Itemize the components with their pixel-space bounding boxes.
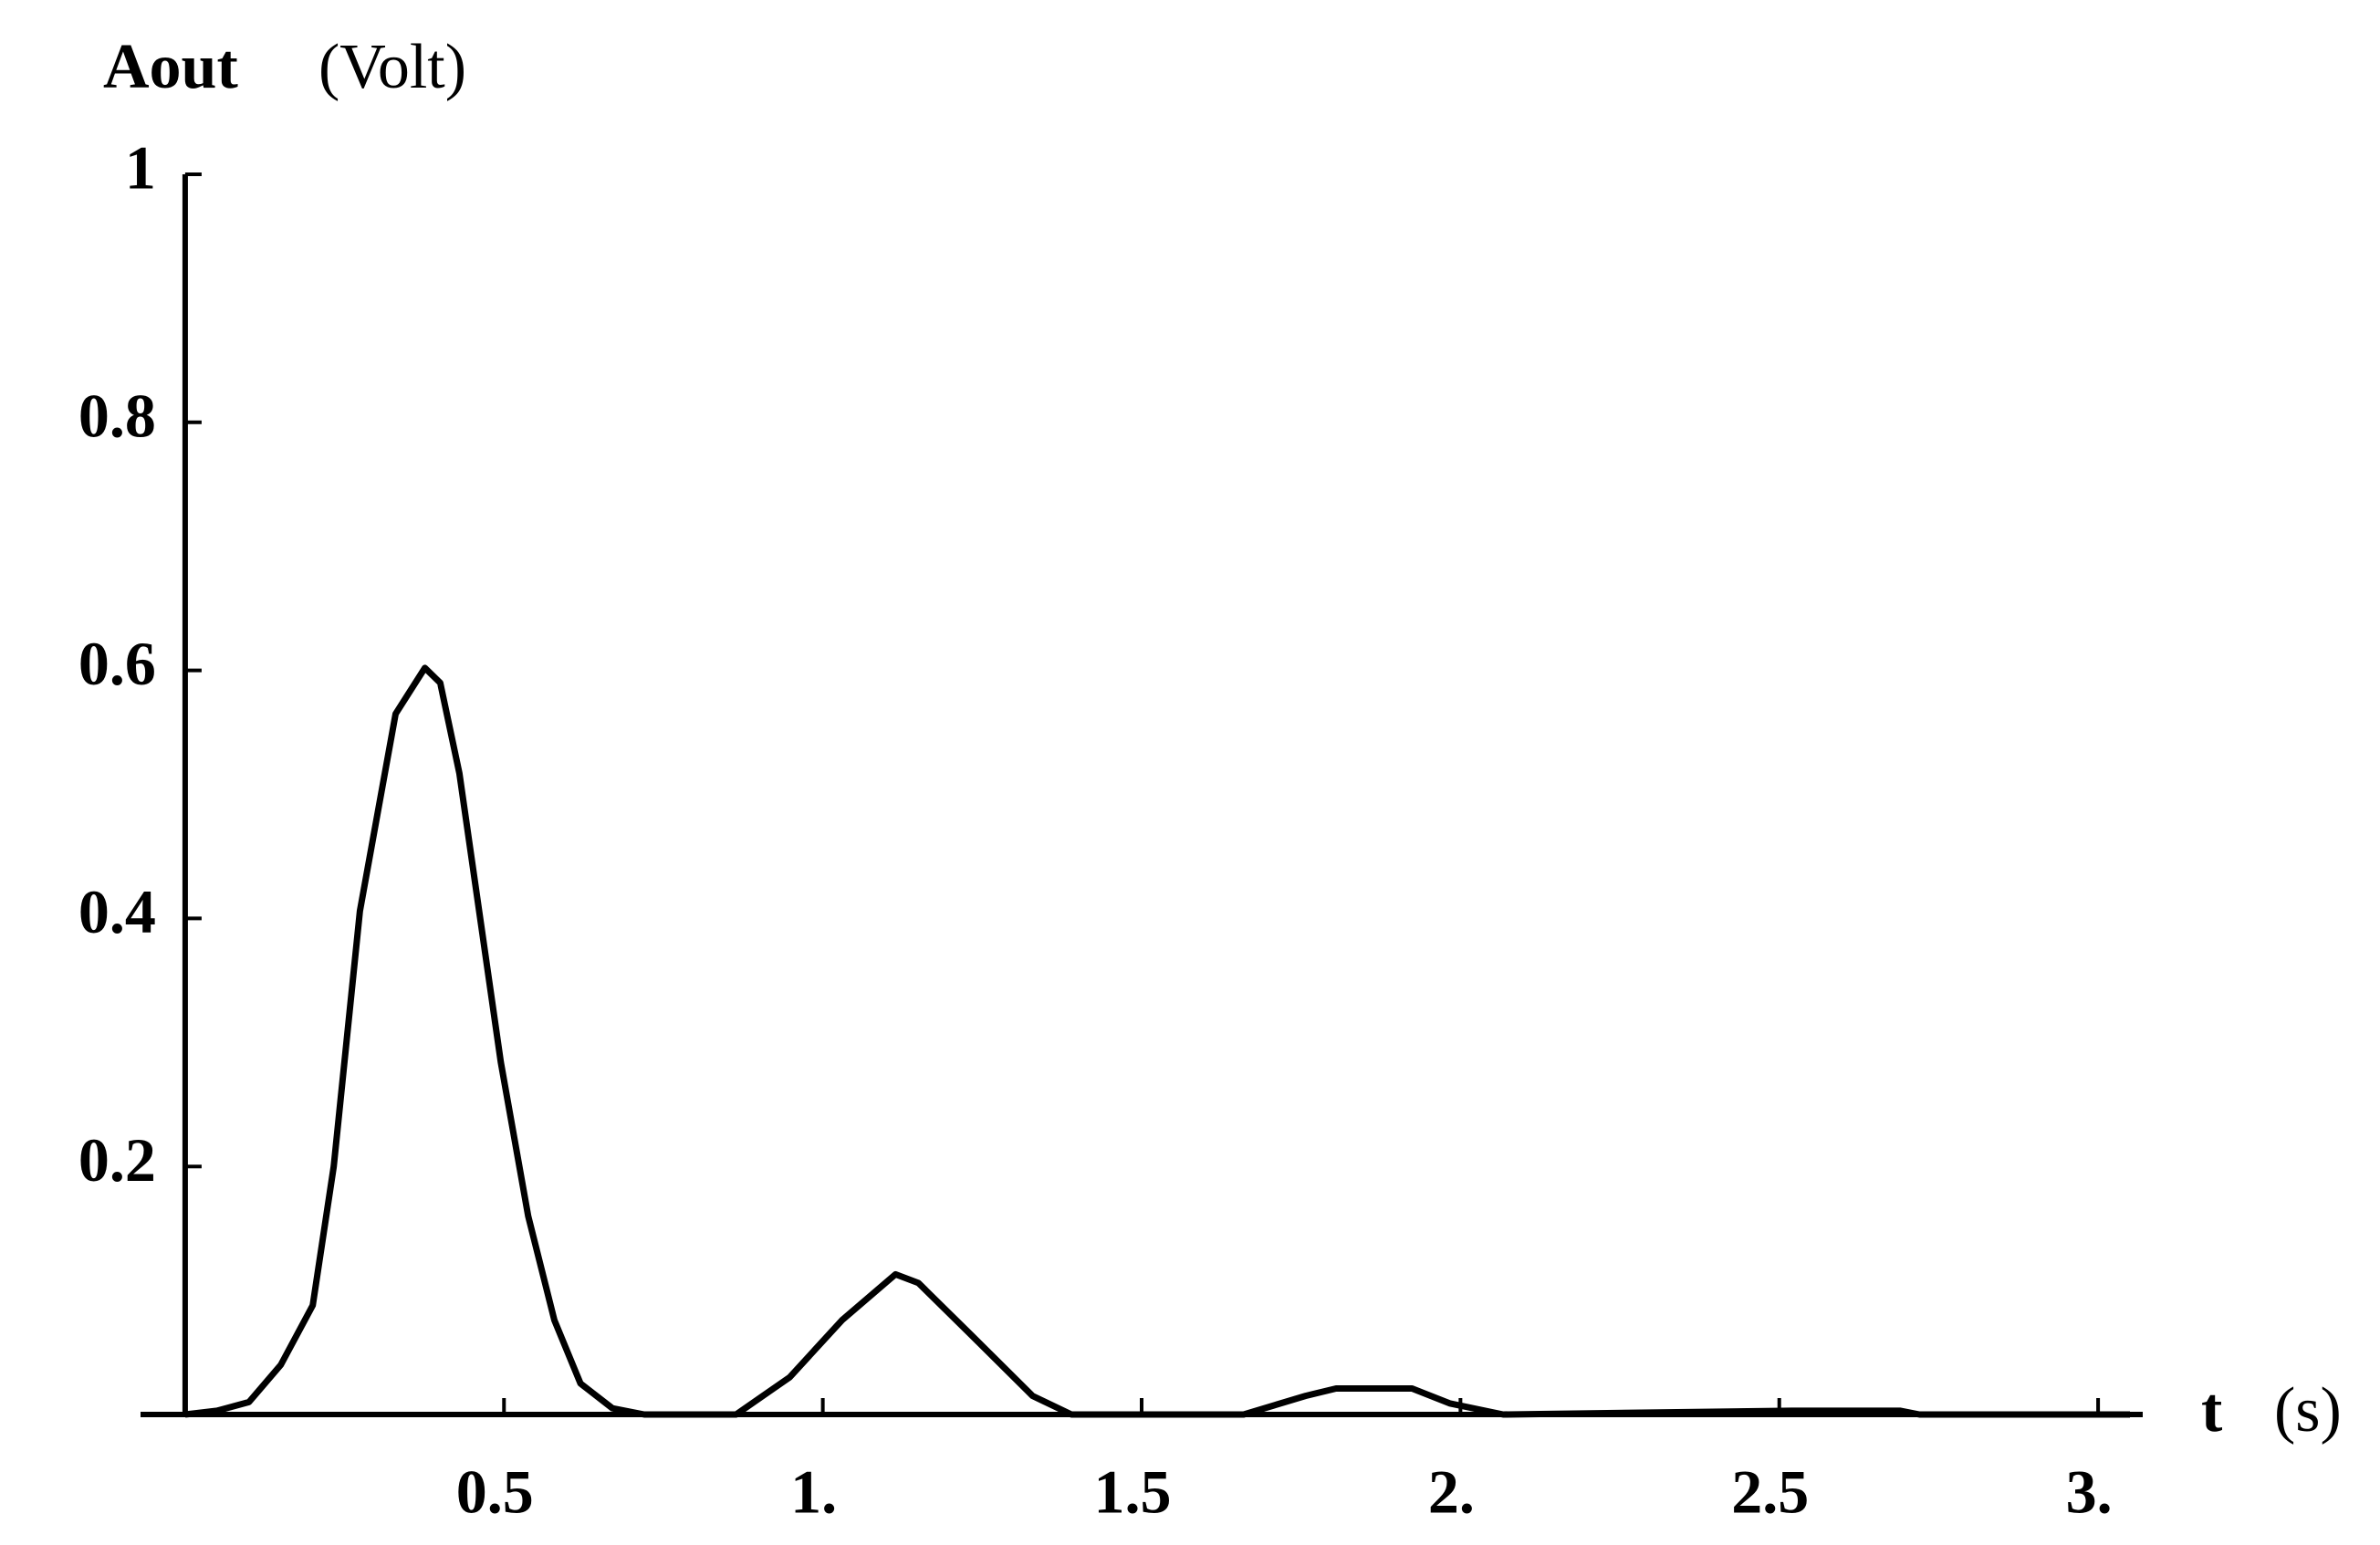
y-axis-label: Aout xyxy=(103,32,238,102)
y-tick-label: 0.6 xyxy=(78,629,156,698)
y-tick-label: 0.8 xyxy=(78,381,156,450)
x-tick-label: 3. xyxy=(2066,1457,2113,1527)
x-tick-label: 1.5 xyxy=(1094,1457,1172,1527)
y-axis-unit: (Volt) xyxy=(318,32,466,102)
y-tick-label: 1 xyxy=(125,133,156,203)
x-axis-unit: (s) xyxy=(2274,1375,2342,1446)
x-tick-label: 1. xyxy=(790,1457,837,1527)
x-tick-label: 0.5 xyxy=(456,1457,534,1527)
y-tick-label: 0.2 xyxy=(78,1125,156,1195)
y-tick-label: 0.4 xyxy=(78,877,156,946)
data-line xyxy=(184,664,2130,1418)
x-tick-label: 2. xyxy=(1428,1457,1475,1527)
x-tick-label: 2.5 xyxy=(1731,1457,1809,1527)
x-axis-label: t xyxy=(2201,1375,2222,1446)
